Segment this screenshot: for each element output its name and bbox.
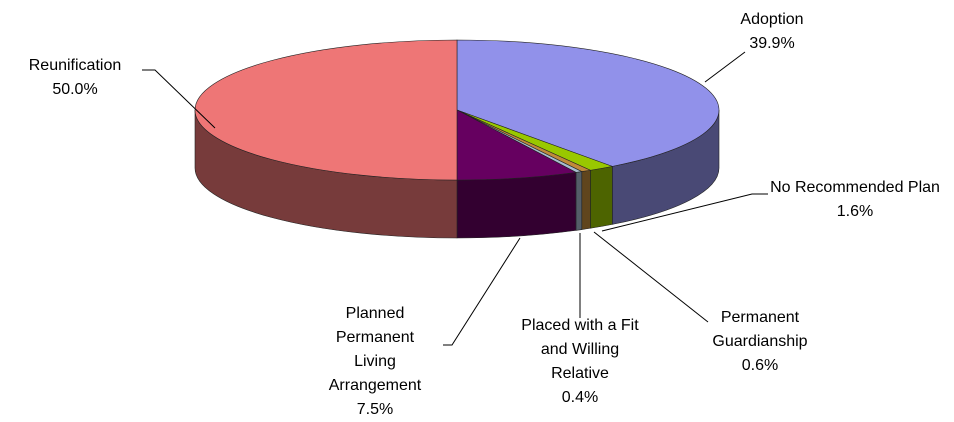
category-name: Placed with a Fit and Willing Relative	[521, 317, 639, 382]
category-name: Adoption	[740, 11, 804, 28]
slice-side	[575, 171, 583, 231]
leader-line	[704, 51, 746, 83]
slice-label: No Recommended Plan 1.6%	[770, 176, 940, 224]
slice-side	[590, 166, 613, 229]
value-label: 50.0%	[52, 81, 98, 98]
leader-line	[593, 231, 709, 323]
category-name: Reunification	[28, 57, 122, 74]
category-name: No Recommended Plan	[770, 179, 940, 196]
value-label: 0.4%	[561, 389, 599, 406]
leader-line	[443, 237, 521, 346]
value-label: 7.5%	[356, 401, 394, 418]
slice-label: Adoption 39.9%	[712, 8, 832, 56]
slice-label: Reunification 50.0%	[10, 54, 140, 102]
slice	[456, 109, 577, 181]
leader-line	[601, 193, 768, 232]
slice	[456, 39, 720, 167]
slice-side	[456, 172, 577, 239]
category-name: Permanent Guardianship	[712, 309, 808, 350]
leader-line	[142, 69, 216, 129]
slice-label: Permanent Guardianship 0.6%	[685, 306, 835, 378]
slice-side	[581, 169, 591, 230]
value-label: 39.9%	[749, 35, 795, 52]
chart: Adoption 39.9% No Recommended Plan 1.6% Perm…	[10, 8, 940, 418]
slice-label: Placed with a Fit and Willing Relative 0.…	[513, 314, 648, 410]
slice	[194, 39, 458, 181]
category-name: Planned Permanent Living Arrangement	[328, 305, 422, 394]
value-label: 1.6%	[836, 203, 874, 220]
slice-label: Planned Permanent Living Arrangement 7.5%	[314, 302, 436, 422]
value-label: 0.6%	[741, 357, 779, 374]
pie-canvas	[142, 39, 768, 346]
